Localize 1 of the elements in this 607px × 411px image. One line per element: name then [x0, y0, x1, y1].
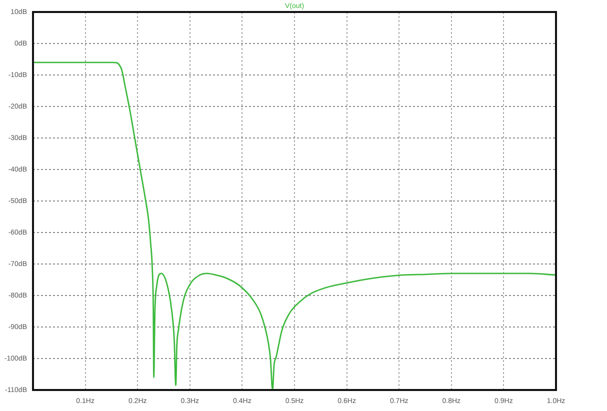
line-series: [33, 62, 556, 390]
